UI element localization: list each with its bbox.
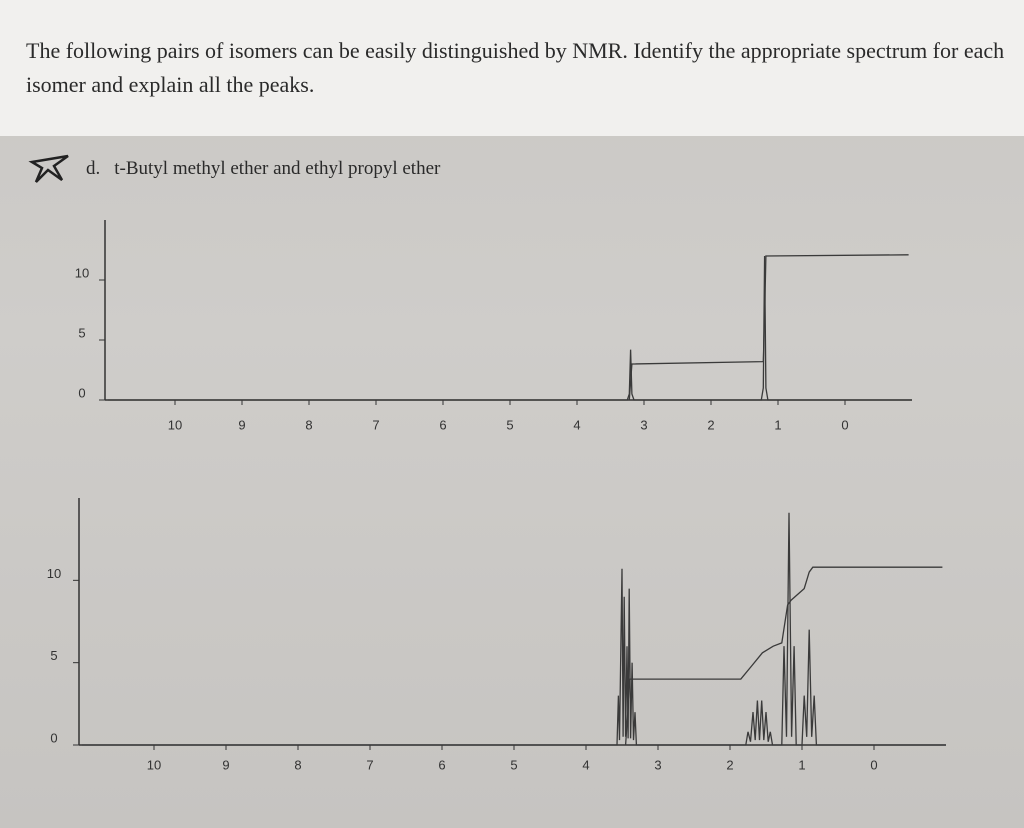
x-tick-label: 6 xyxy=(438,757,445,772)
item-marker: d. xyxy=(86,158,101,179)
x-tick-label: 7 xyxy=(372,417,379,432)
x-tick-label: 3 xyxy=(654,757,661,772)
spectrum-trace xyxy=(108,255,912,401)
y-tick-label: 5 xyxy=(50,648,57,663)
x-tick-label: 5 xyxy=(506,417,513,432)
x-tick-label: 0 xyxy=(870,757,877,772)
spectrum-trace xyxy=(82,512,946,746)
y-tick-label: 0 xyxy=(78,385,85,400)
x-tick-label: 8 xyxy=(294,757,301,772)
x-tick-label: 3 xyxy=(640,417,647,432)
y-tick-label: 0 xyxy=(50,730,57,745)
x-tick-label: 7 xyxy=(366,757,373,772)
x-tick-label: 4 xyxy=(573,417,580,432)
x-tick-label: 10 xyxy=(147,757,161,772)
x-tick-label: 0 xyxy=(841,417,848,432)
y-tick-label: 5 xyxy=(78,325,85,340)
x-tick-label: 1 xyxy=(798,757,805,772)
item: d. t-Butyl methyl ether and ethyl propyl … xyxy=(86,158,454,180)
star-icon xyxy=(28,154,69,183)
y-tick-label: 10 xyxy=(47,566,61,581)
x-tick-label: 1 xyxy=(774,417,781,432)
x-tick-label: 2 xyxy=(726,757,733,772)
x-tick-label: 9 xyxy=(238,417,245,432)
x-tick-label: 2 xyxy=(707,417,714,432)
x-tick-label: 4 xyxy=(582,757,589,772)
integration-curve xyxy=(624,566,943,746)
question: The following pairs of isomers can be ea… xyxy=(26,38,1005,97)
x-tick-label: 5 xyxy=(510,757,517,772)
x-tick-label: 8 xyxy=(305,417,312,432)
x-tick-label: 10 xyxy=(168,417,182,432)
integration-curve xyxy=(628,254,909,401)
x-tick-label: 9 xyxy=(222,757,229,772)
x-tick-label: 6 xyxy=(439,417,446,432)
question-band: The following pairs of isomers can be ea… xyxy=(0,0,1024,136)
item-text: t-Butyl methyl ether and ethyl propyl et… xyxy=(114,158,441,179)
y-tick-label: 10 xyxy=(75,265,89,280)
